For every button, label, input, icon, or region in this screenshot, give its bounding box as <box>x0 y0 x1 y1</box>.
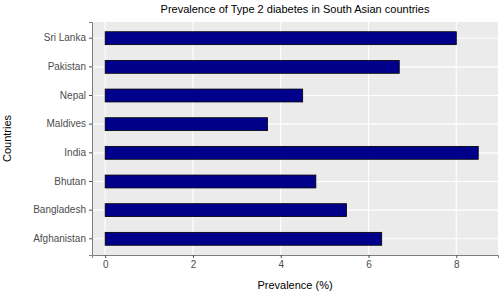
bar <box>105 118 267 131</box>
x-axis: 0 2 4 6 8 <box>93 255 499 270</box>
x-tick: 2 <box>191 255 197 270</box>
x-tick-label: 2 <box>191 259 197 270</box>
title: Prevalence of Type 2 diabetes in South A… <box>161 3 430 15</box>
grid <box>92 22 498 255</box>
x-axis-title: Prevalence (%) <box>257 279 332 291</box>
x-tick: 0 <box>103 255 109 270</box>
y-tick-mark <box>89 238 92 239</box>
x-tick-label: 4 <box>278 259 284 270</box>
y-tick-mark <box>89 210 92 211</box>
grid-line <box>105 22 106 255</box>
y-tick-label: India <box>64 147 86 158</box>
y-tick-mark <box>89 95 92 96</box>
grid-line <box>368 22 369 255</box>
x-tick-label: 6 <box>366 259 372 270</box>
y-tick-label: Afghanistan <box>33 233 86 244</box>
y-tick-label: Sri Lanka <box>44 32 87 43</box>
panel-background <box>92 22 498 255</box>
grid-line <box>280 22 281 255</box>
y-tick-mark <box>89 66 92 67</box>
x-tick-mark <box>193 255 194 258</box>
x-tick: 6 <box>366 255 372 270</box>
y-tick-mark <box>89 124 92 125</box>
x-tick: 4 <box>278 255 284 270</box>
bar <box>105 89 303 102</box>
plot: 0 2 4 6 8 Sri Lanka Pakistan Nepal Maldives India… <box>33 22 498 270</box>
chart: 0 2 4 6 8 Sri Lanka Pakistan Nepal Maldives India… <box>0 0 500 296</box>
y-tick-label: Maldives <box>47 118 86 129</box>
y-tick: Afghanistan <box>33 233 92 244</box>
bars <box>105 32 478 246</box>
y-tick-mark <box>89 152 92 153</box>
x-tick-mark <box>105 255 106 258</box>
x-tick-mark <box>456 255 457 258</box>
y-tick: Bangladesh <box>33 204 92 215</box>
x-tick-mark <box>281 255 282 258</box>
y-tick-mark <box>89 38 92 39</box>
y-axis-line <box>89 23 93 256</box>
y-tick-mark <box>89 181 92 182</box>
y-tick: Maldives <box>47 118 92 129</box>
y-axis: Sri Lanka Pakistan Nepal Maldives India Bhuta… <box>33 23 92 256</box>
grid-line <box>192 22 193 255</box>
bar <box>105 146 478 159</box>
bar <box>105 175 316 188</box>
y-tick-label: Pakistan <box>48 61 86 72</box>
y-tick: Sri Lanka <box>44 32 92 43</box>
x-axis-line <box>93 256 499 259</box>
y-tick: Bhutan <box>54 176 92 187</box>
grid-line <box>456 22 457 255</box>
bar <box>105 232 382 245</box>
x-tick-label: 0 <box>103 259 109 270</box>
x-tick-mark <box>369 255 370 258</box>
x-tick: 8 <box>454 255 460 270</box>
bar <box>105 60 399 73</box>
y-tick: Pakistan <box>48 61 92 72</box>
bar <box>105 204 346 217</box>
y-tick: Nepal <box>60 90 92 101</box>
y-tick: India <box>64 147 92 158</box>
y-axis-title: Countries <box>1 114 13 162</box>
y-tick-label: Nepal <box>60 90 86 101</box>
y-tick-label: Bangladesh <box>33 204 86 215</box>
x-tick-label: 8 <box>454 259 460 270</box>
bar <box>105 32 456 45</box>
y-tick-label: Bhutan <box>54 176 86 187</box>
